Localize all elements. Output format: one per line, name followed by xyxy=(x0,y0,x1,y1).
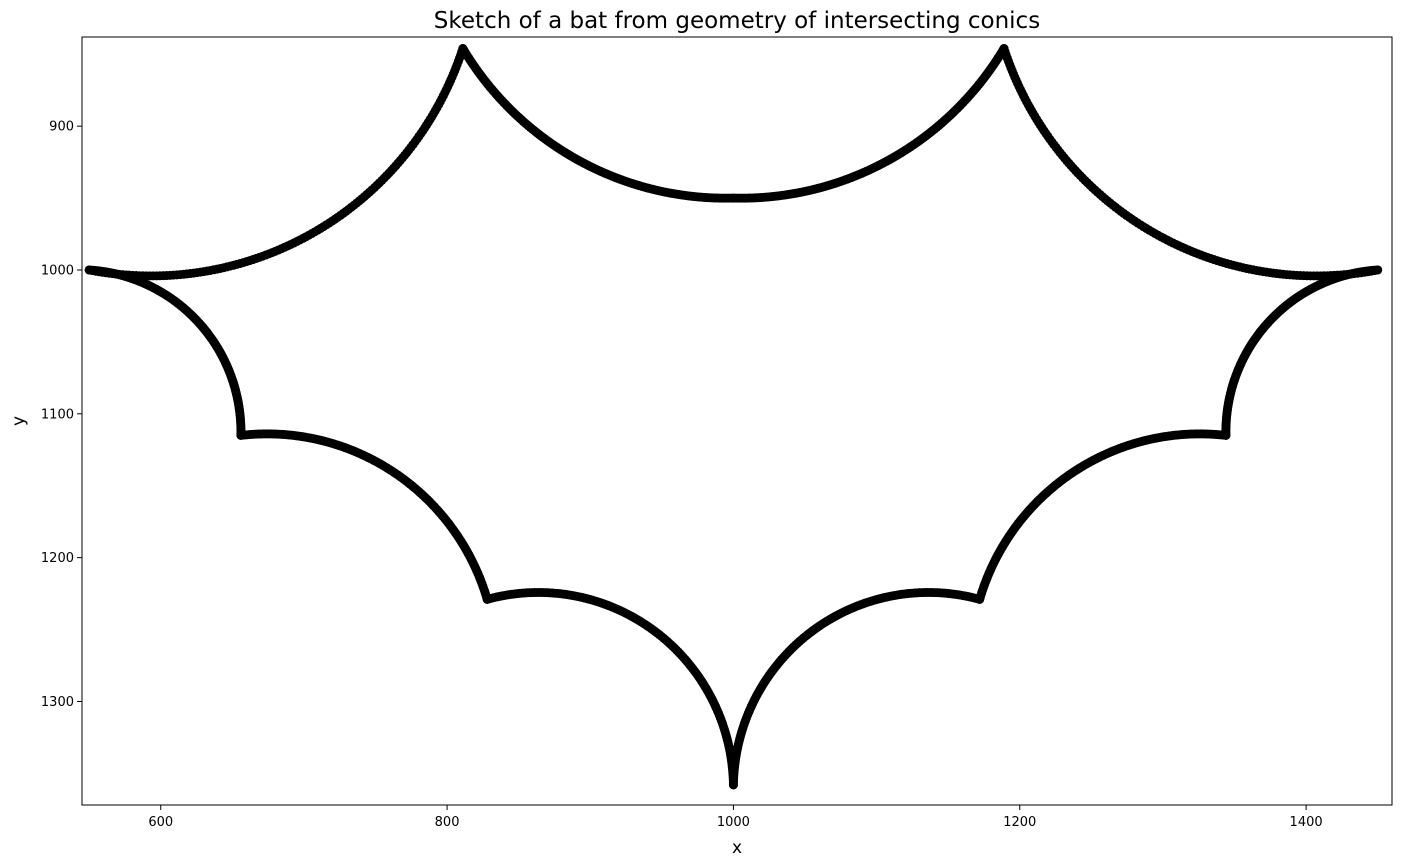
bat-outline-series xyxy=(84,44,1383,790)
y-tick-label: 1300 xyxy=(41,695,74,710)
x-tick-label: 1200 xyxy=(1003,815,1036,830)
scatter-point xyxy=(84,265,94,275)
x-tick-label: 600 xyxy=(148,815,173,830)
x-axis-ticks: 600 800 1000 1200 1400 xyxy=(148,805,1323,830)
y-tick-label: 1100 xyxy=(41,407,74,422)
y-axis-label: y xyxy=(9,416,29,426)
y-tick-label: 1000 xyxy=(41,263,74,278)
chart-title: Sketch of a bat from geometry of interse… xyxy=(434,8,1040,34)
plot-area-border xyxy=(81,36,1393,806)
x-tick-label: 1000 xyxy=(717,815,750,830)
y-tick-label: 900 xyxy=(49,120,74,135)
y-tick-label: 1200 xyxy=(41,551,74,566)
x-axis-label: x xyxy=(732,838,742,858)
x-tick-label: 800 xyxy=(435,815,460,830)
x-tick-label: 1400 xyxy=(1290,815,1323,830)
y-axis-ticks: 900 1000 1100 1200 1300 xyxy=(41,120,82,710)
